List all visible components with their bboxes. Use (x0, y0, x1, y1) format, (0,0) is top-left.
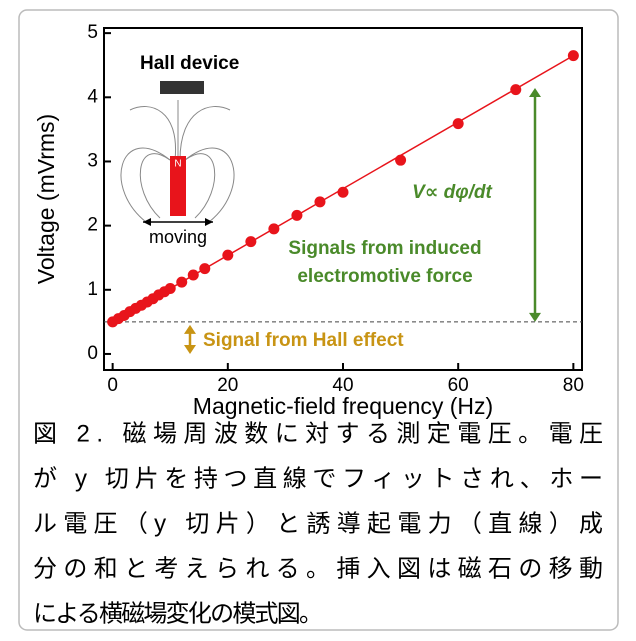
caption-line: による横磁場変化の模式図。 (33, 600, 323, 627)
inset-title: Hall device (140, 53, 239, 74)
x-axis-label: Magnetic-field frequency (Hz) (193, 393, 493, 419)
x-tick-label: 0 (107, 375, 118, 396)
x-tick-label: 60 (448, 375, 469, 396)
point (453, 118, 464, 129)
motion-label: moving (149, 227, 207, 247)
emf-label: electromotive force (297, 266, 472, 287)
y-tick-label: 0 (87, 343, 98, 364)
point (338, 187, 349, 198)
point (510, 84, 521, 95)
point (222, 250, 233, 261)
point (314, 196, 325, 207)
point (165, 283, 176, 294)
formula: V∝ dφ/dt (412, 182, 492, 203)
x-tick-label: 80 (563, 375, 584, 396)
y-tick-label: 2 (87, 215, 98, 236)
point (568, 50, 579, 61)
point (395, 155, 406, 166)
point (268, 223, 279, 234)
emf-label: Signals from induced (288, 238, 481, 259)
x-tick-label: 40 (332, 375, 353, 396)
y-tick-label: 4 (87, 86, 98, 107)
y-tick-label: 1 (87, 279, 98, 300)
point (176, 277, 187, 288)
y-tick-label: 5 (87, 22, 98, 43)
point (291, 210, 302, 221)
point (188, 270, 199, 281)
y-tick-label: 3 (87, 150, 98, 171)
point (245, 236, 256, 247)
y-axis-label: Voltage (mVrms) (33, 114, 59, 284)
hall-device (160, 81, 204, 94)
hall-label: Signal from Hall effect (203, 330, 404, 351)
figure: Magnetic-field frequency (Hz) Voltage (m… (0, 0, 636, 641)
pole-label: N (174, 159, 181, 170)
point (199, 263, 210, 274)
x-tick-label: 20 (217, 375, 238, 396)
